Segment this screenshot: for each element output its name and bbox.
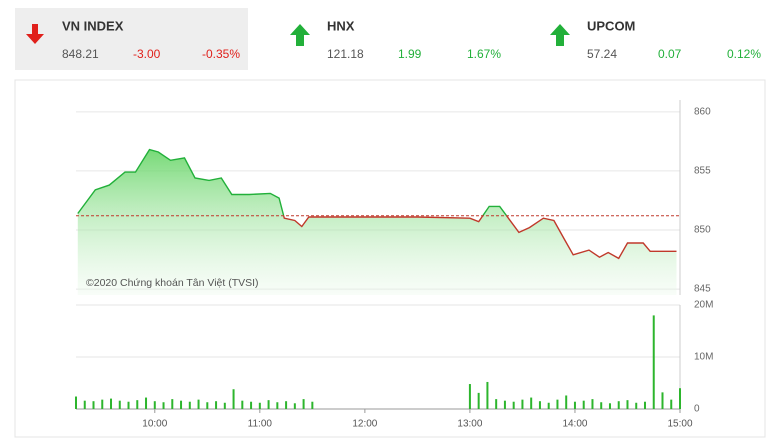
volume-bar bbox=[538, 401, 541, 409]
volume-bar bbox=[503, 400, 506, 409]
volume-bar bbox=[258, 402, 261, 409]
panel-border bbox=[14, 79, 766, 438]
index-percent: -0.35% bbox=[202, 47, 240, 61]
index-change: 1.99 bbox=[398, 47, 422, 61]
volume-bar bbox=[617, 401, 620, 409]
volume-bar bbox=[206, 402, 209, 409]
y-tick-label: 20M bbox=[694, 300, 713, 311]
volume-bar bbox=[276, 402, 279, 409]
y-tick-label: 0 bbox=[694, 404, 700, 415]
copyright: ©2020 Chứng khoán Tân Việt (TVSI) bbox=[86, 277, 259, 289]
volume-bar bbox=[285, 401, 288, 409]
volume-bar bbox=[145, 397, 148, 409]
volume-bar bbox=[635, 402, 638, 409]
price-line bbox=[282, 215, 677, 260]
volume-bar bbox=[110, 398, 113, 409]
index-name: VN INDEX bbox=[62, 18, 124, 33]
volume-bar bbox=[652, 315, 655, 409]
volume-bar bbox=[188, 401, 191, 409]
volume-bar bbox=[241, 400, 244, 409]
y-tick-label: 845 bbox=[694, 284, 711, 295]
direction-arrow bbox=[26, 24, 44, 44]
volume-bar bbox=[582, 400, 585, 409]
volume-bar bbox=[573, 401, 576, 409]
volume-bar bbox=[75, 396, 77, 409]
volume-bar bbox=[547, 402, 550, 409]
volume-bar bbox=[530, 397, 533, 409]
volume-bar bbox=[512, 401, 515, 409]
x-tick-label: 11:00 bbox=[248, 419, 273, 430]
volume-bar bbox=[118, 400, 121, 409]
index-percent: 0.12% bbox=[727, 47, 761, 61]
volume-bar bbox=[171, 399, 174, 409]
x-tick-label: 10:00 bbox=[142, 419, 167, 430]
volume-bar bbox=[626, 400, 629, 409]
volume-bar bbox=[223, 402, 226, 409]
index-value: 848.21 bbox=[62, 47, 99, 61]
volume-bar bbox=[486, 381, 489, 409]
volume-bar bbox=[180, 400, 183, 409]
volume-bar bbox=[92, 401, 95, 409]
volume-bar bbox=[661, 392, 664, 409]
volume-bar bbox=[679, 388, 681, 409]
direction-arrow bbox=[550, 24, 570, 46]
volume-bar bbox=[162, 402, 165, 409]
x-tick-label: 15:00 bbox=[667, 419, 692, 430]
volume-bar bbox=[600, 402, 603, 409]
volume-bar bbox=[83, 400, 86, 409]
volume-bar bbox=[267, 400, 270, 409]
volume-bar bbox=[643, 401, 646, 409]
volume-bar bbox=[670, 399, 673, 409]
index-name: UPCOM bbox=[587, 18, 635, 33]
x-tick-label: 12:00 bbox=[352, 419, 377, 430]
price-area bbox=[77, 149, 677, 295]
volume-bar bbox=[101, 399, 104, 409]
volume-bar bbox=[136, 400, 139, 409]
x-tick-label: 14:00 bbox=[562, 419, 587, 430]
index-value: 57.24 bbox=[587, 47, 617, 61]
volume-bar bbox=[293, 403, 296, 409]
volume-bar bbox=[608, 403, 611, 409]
volume-bar bbox=[521, 399, 524, 409]
index-box bbox=[15, 8, 248, 70]
volume-bar bbox=[591, 399, 594, 409]
volume-bar bbox=[215, 401, 218, 409]
index-change: 0.07 bbox=[658, 47, 682, 61]
price-line bbox=[77, 148, 508, 216]
direction-arrow bbox=[290, 24, 310, 46]
volume-bar bbox=[302, 399, 305, 409]
volume-bar bbox=[250, 401, 253, 409]
volume-bar bbox=[197, 399, 200, 409]
y-tick-label: 855 bbox=[694, 166, 711, 177]
index-value: 121.18 bbox=[327, 47, 364, 61]
volume-bar bbox=[495, 399, 498, 409]
index-name: HNX bbox=[327, 18, 355, 33]
volume-bar bbox=[232, 389, 235, 409]
volume-bar bbox=[565, 395, 568, 409]
x-tick-label: 13:00 bbox=[457, 419, 482, 430]
index-percent: 1.67% bbox=[467, 47, 501, 61]
volume-bar bbox=[556, 399, 559, 409]
volume-bar bbox=[468, 384, 471, 409]
y-tick-label: 860 bbox=[694, 106, 711, 117]
volume-bar bbox=[127, 401, 130, 409]
y-tick-label: 10M bbox=[694, 352, 713, 363]
index-change: -3.00 bbox=[133, 47, 161, 61]
volume-bar bbox=[311, 401, 314, 409]
volume-bar bbox=[153, 401, 156, 409]
y-tick-label: 850 bbox=[694, 225, 711, 236]
volume-bar bbox=[477, 392, 480, 409]
